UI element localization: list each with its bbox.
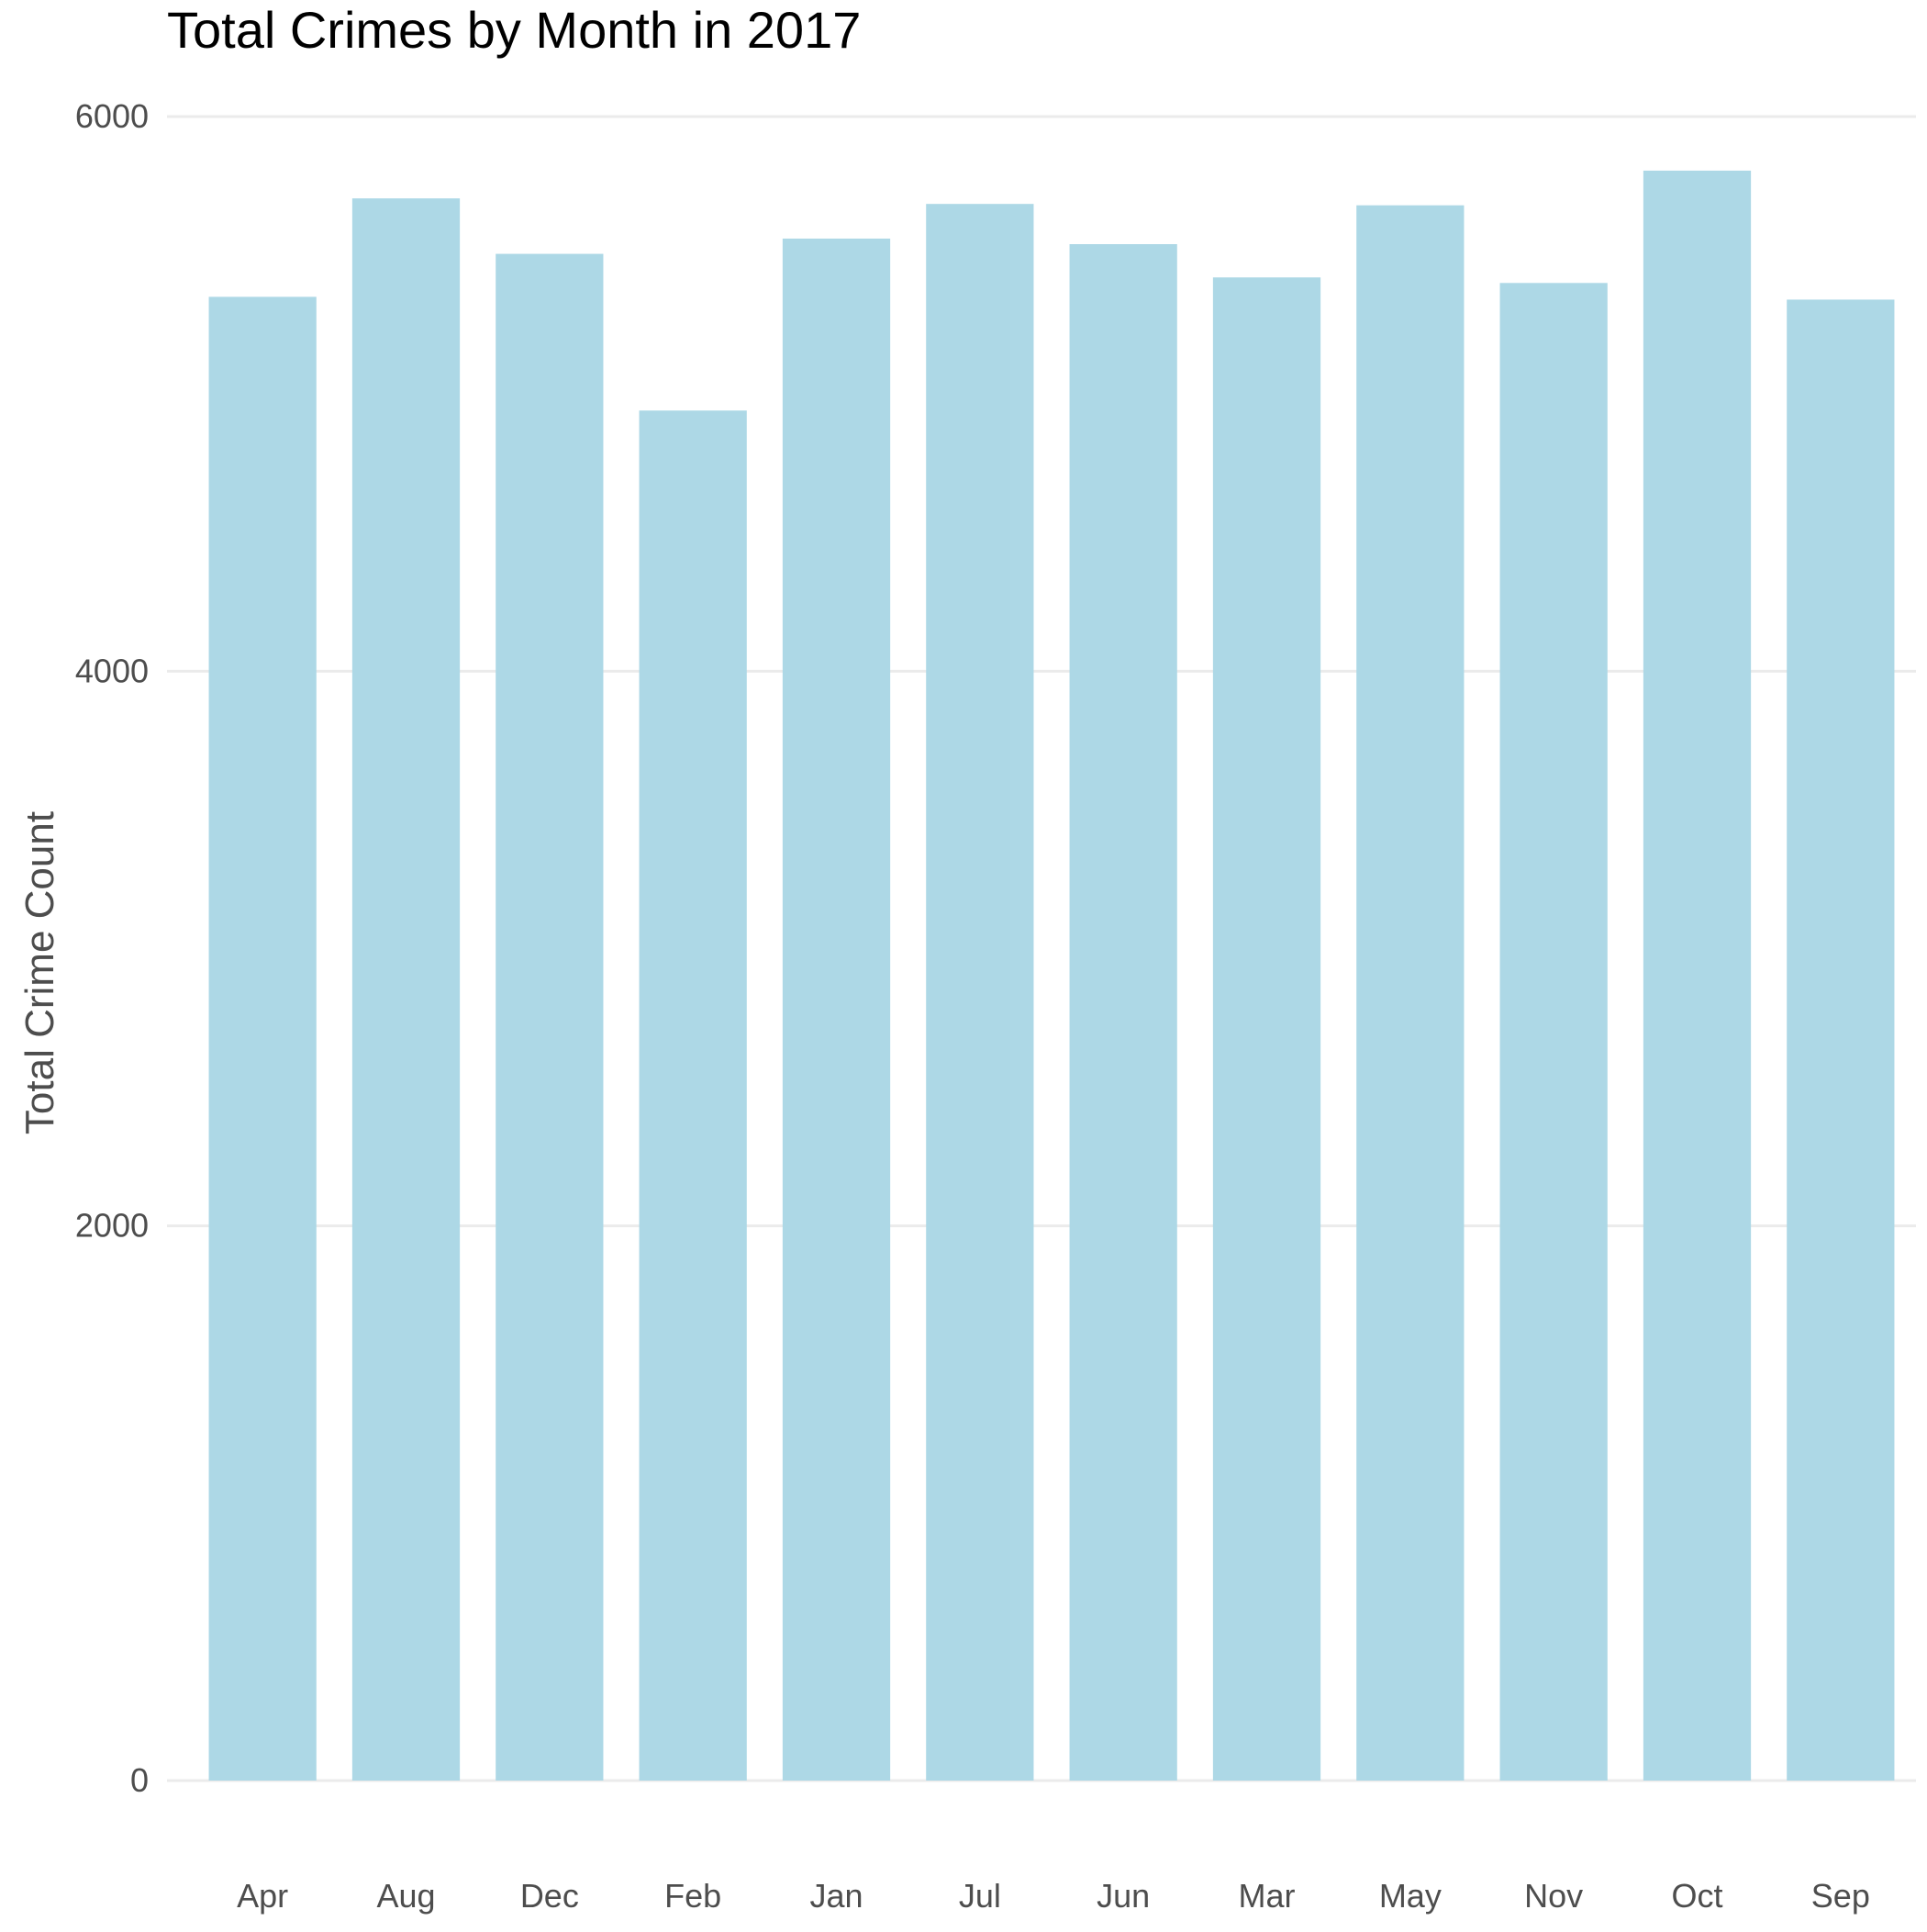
- y-axis-ticks: 0 2000 4000 6000: [75, 97, 149, 1799]
- bar-dec: [496, 253, 604, 1781]
- x-axis-ticks: Apr Aug Dec Feb Jan Jul Jun Mar May Nov Oct Sep: [237, 1877, 1870, 1915]
- y-tick-label: 6000: [75, 97, 149, 135]
- bar-apr: [208, 296, 317, 1781]
- x-tick-label: Feb: [664, 1877, 721, 1915]
- bar-oct: [1643, 170, 1752, 1781]
- bar-feb: [639, 410, 747, 1781]
- y-axis-label: Total Crime Count: [17, 811, 62, 1134]
- y-tick-label: 4000: [75, 652, 149, 689]
- bar-sep: [1787, 299, 1895, 1781]
- bar-nov: [1499, 283, 1608, 1781]
- bar-aug: [351, 198, 461, 1781]
- x-tick-label: Oct: [1671, 1877, 1722, 1915]
- x-tick-label: Jan: [809, 1877, 863, 1915]
- x-tick-label: Dec: [520, 1877, 579, 1915]
- bar-jan: [782, 238, 891, 1781]
- bars: [208, 170, 1895, 1781]
- bar-jul: [926, 204, 1034, 1781]
- x-tick-label: Sep: [1811, 1877, 1870, 1915]
- x-tick-label: Aug: [376, 1877, 435, 1915]
- y-tick-label: 2000: [75, 1207, 149, 1245]
- x-tick-label: Apr: [237, 1877, 288, 1915]
- x-tick-label: Jun: [1097, 1877, 1150, 1915]
- x-tick-label: Nov: [1524, 1877, 1583, 1915]
- bar-jun: [1069, 243, 1177, 1781]
- chart-title: Total Crimes by Month in 2017: [167, 1, 861, 59]
- bar-mar: [1212, 277, 1321, 1781]
- x-tick-label: Jul: [959, 1877, 1001, 1915]
- x-tick-label: Mar: [1239, 1877, 1296, 1915]
- y-tick-label: 0: [130, 1761, 149, 1799]
- x-tick-label: May: [1379, 1877, 1442, 1915]
- bar-may: [1356, 205, 1465, 1781]
